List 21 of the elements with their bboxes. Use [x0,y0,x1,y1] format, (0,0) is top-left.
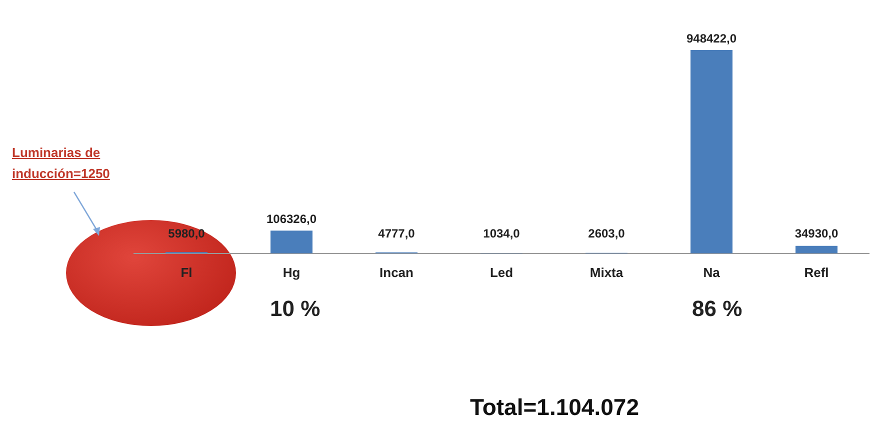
x-tick-label: Hg [282,264,300,280]
x-tick-label: Led [490,264,514,280]
text: 86 % [692,296,742,322]
bar [690,50,732,254]
x-tick-label: Refl [804,264,829,280]
bar [270,230,312,254]
text: Total=1.104.072 [470,394,639,421]
text: 10 % [270,296,320,322]
data-label: 106326,0 [266,212,317,226]
x-tick-label: Incan [380,264,414,280]
data-label: 1034,0 [483,226,520,241]
bar [796,246,838,254]
data-label: 948422,0 [686,31,737,46]
x-tick-label: Na [703,264,721,280]
data-label: 4777,0 [378,226,416,241]
x-tick-label: Fl [180,264,192,280]
x-tick-label: Mixta [590,264,624,280]
data-label: 2603,0 [588,226,626,241]
data-label: 34930,0 [794,226,839,241]
data-label: 5980,0 [168,226,206,241]
text: Luminarias de inducción=1250 [12,144,111,183]
